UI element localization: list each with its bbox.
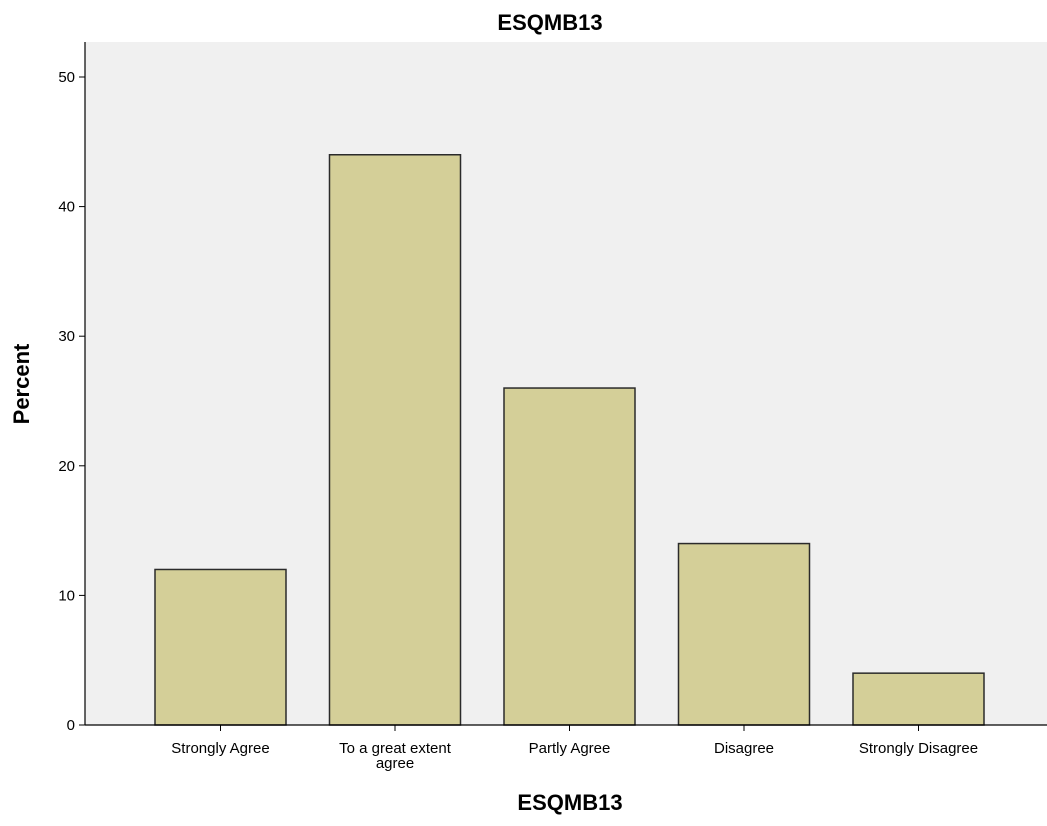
y-tick-label: 20 [58, 458, 75, 475]
chart-title: ESQMB13 [497, 10, 602, 35]
bars-group [154, 154, 985, 726]
y-tick-label: 50 [58, 69, 75, 86]
bar [328, 154, 462, 726]
y-tick-label: 40 [58, 199, 75, 216]
y-axis-title: Percent [9, 343, 34, 424]
y-ticks-group: 0 10 20 30 40 50 [58, 69, 85, 734]
y-tick-label: 10 [58, 587, 75, 604]
x-tick-label: To a great extent agree [339, 740, 452, 772]
bar [852, 672, 985, 726]
x-tick-label: Partly Agree [529, 740, 611, 757]
bar [677, 542, 811, 726]
x-tick-label: Strongly Agree [171, 740, 269, 757]
axes-group [84, 42, 1047, 726]
bar [154, 568, 287, 726]
y-tick-label: 30 [58, 328, 75, 345]
x-tick-label: Strongly Disagree [859, 740, 978, 757]
x-axis-title: ESQMB13 [517, 790, 622, 815]
x-tick-label: Disagree [714, 740, 774, 757]
x-ticks-group: Strongly Agree To a great extent agree Part… [171, 725, 978, 772]
bar [503, 387, 636, 726]
y-tick-label: 0 [67, 717, 75, 734]
